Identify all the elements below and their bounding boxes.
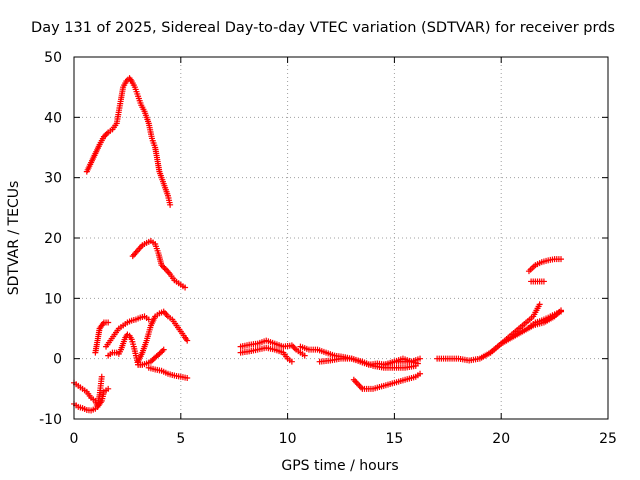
- x-tick-label: 10: [279, 431, 297, 447]
- y-tick-label: 20: [44, 231, 62, 247]
- data-point: [103, 130, 110, 137]
- data-point: [417, 355, 424, 362]
- data-point: [540, 278, 547, 285]
- series-arc-6: [103, 313, 152, 350]
- data-point: [182, 284, 189, 291]
- axis-ticks: 0 5 10 15 20 25 -10 0 10 20 30 40 50: [39, 50, 617, 447]
- series-arc-14: [316, 355, 419, 371]
- series-arc-11: [237, 337, 308, 359]
- series-arc-21: [528, 278, 547, 285]
- y-axis-label: SDTVAR / TECUs: [6, 181, 22, 296]
- series-arc-19: [525, 256, 565, 275]
- series-arc-15: [350, 370, 424, 392]
- series-arc-8: [135, 308, 191, 365]
- series-arc-1: [83, 75, 174, 208]
- y-tick-label: -10: [39, 412, 62, 428]
- series-arc-12: [237, 344, 295, 365]
- data-point: [167, 201, 174, 208]
- data-point: [184, 374, 191, 381]
- data-point: [145, 316, 152, 323]
- data-point: [536, 301, 543, 308]
- series-arc-2: [129, 238, 189, 291]
- data-point: [159, 348, 166, 355]
- chart-title: Day 131 of 2025, Sidereal Day-to-day VTE…: [31, 20, 615, 36]
- data-point: [98, 373, 105, 380]
- y-tick-label: 40: [44, 110, 62, 126]
- x-axis-label: GPS time / hours: [281, 458, 398, 474]
- series-arc-10: [145, 364, 191, 381]
- y-tick-label: 10: [44, 291, 62, 307]
- series-arc-20: [528, 308, 565, 329]
- x-tick-label: 20: [492, 431, 510, 447]
- data-point: [288, 358, 295, 365]
- data-point: [160, 346, 167, 353]
- x-tick-label: 15: [385, 431, 403, 447]
- series-arc-9: [135, 346, 167, 368]
- y-tick-label: 0: [53, 352, 62, 368]
- data-points: [71, 75, 565, 414]
- data-point: [105, 319, 112, 326]
- x-tick-label: 5: [176, 431, 185, 447]
- data-point: [105, 385, 112, 392]
- data-point: [558, 308, 565, 315]
- series-arc-5: [92, 319, 112, 356]
- data-point: [417, 370, 424, 377]
- data-point: [414, 360, 421, 367]
- series-arc-16: [380, 355, 421, 368]
- data-point: [558, 256, 565, 263]
- series-arc-4: [71, 373, 105, 414]
- y-tick-label: 50: [44, 50, 62, 66]
- data-point: [301, 352, 308, 359]
- series-arc-18: [487, 301, 543, 356]
- series-arc-17: [434, 307, 565, 364]
- data-point: [290, 343, 297, 350]
- x-tick-label: 0: [70, 431, 79, 447]
- series-arc-13: [297, 343, 424, 368]
- data-point: [161, 264, 168, 271]
- grid: [74, 57, 608, 419]
- data-point: [184, 337, 191, 344]
- x-tick-label: 25: [599, 431, 617, 447]
- y-tick-label: 30: [44, 171, 62, 187]
